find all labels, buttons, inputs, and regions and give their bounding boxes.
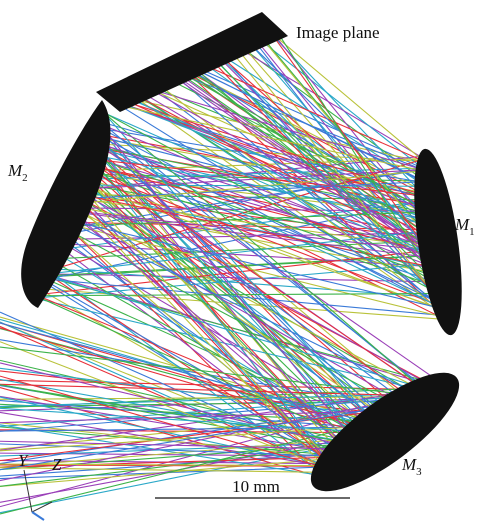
- m1-letter: M: [454, 215, 470, 234]
- m2-letter: M: [7, 161, 23, 180]
- image-plane-label: Image plane: [296, 23, 380, 42]
- m3-letter: M: [401, 455, 417, 474]
- axis-y-label: Y: [18, 451, 29, 470]
- axis-x-line: [32, 512, 44, 520]
- scale-label: 10 mm: [232, 477, 280, 496]
- axis-z-label: Z: [52, 455, 62, 474]
- m3-sub: 3: [416, 466, 422, 478]
- m2-label: M2: [7, 161, 28, 184]
- axis-y-line: [24, 470, 32, 512]
- m1-sub: 1: [469, 226, 475, 238]
- page: {"labels": { "image_plane": "Image plane…: [0, 0, 480, 529]
- ray-trace-diagram: Image plane M2 M1 M3 Y Z 10 mm: [0, 0, 480, 529]
- m3-label: M3: [401, 455, 422, 478]
- m2-sub: 2: [22, 172, 28, 184]
